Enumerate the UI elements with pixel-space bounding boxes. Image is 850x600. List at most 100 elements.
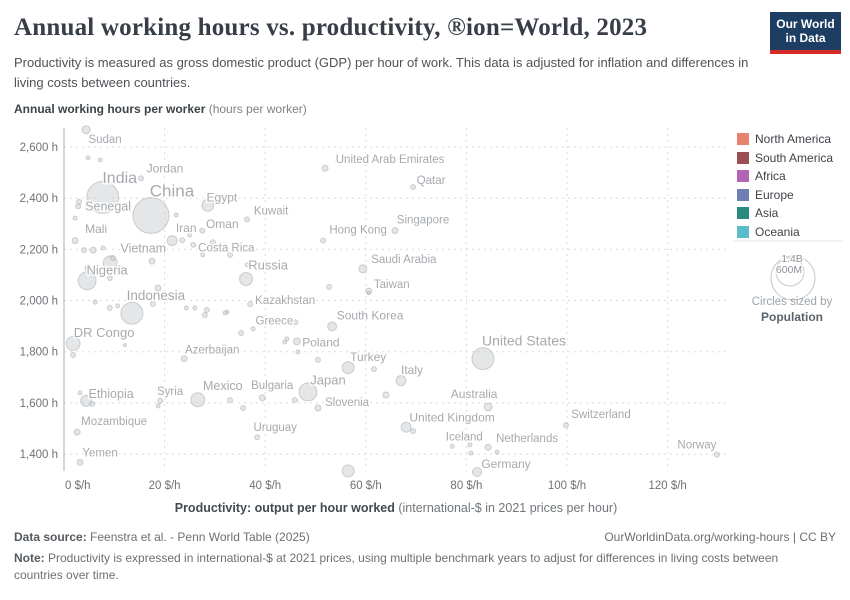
bubble-germany[interactable] <box>472 467 482 477</box>
owid-link[interactable]: OurWorldinData.org/working-hours | CC BY <box>604 530 836 544</box>
owid-logo[interactable]: Our World in Data <box>770 12 841 54</box>
bubble[interactable] <box>326 284 333 290</box>
bubble-hong-kong[interactable] <box>320 237 327 244</box>
bubble-mali[interactable] <box>71 237 79 245</box>
bubble[interactable] <box>150 300 156 307</box>
bubble-saudi-arabia[interactable] <box>358 264 368 274</box>
bubble[interactable] <box>70 352 77 358</box>
bubble-jordan[interactable] <box>138 175 144 182</box>
bubble[interactable] <box>366 291 371 296</box>
bubble[interactable] <box>192 305 198 311</box>
bubble-greece[interactable] <box>292 319 299 326</box>
bubble-india[interactable] <box>86 180 120 214</box>
bubble[interactable] <box>203 307 210 313</box>
bubble[interactable] <box>106 304 113 311</box>
bubble[interactable] <box>315 356 321 363</box>
bubble[interactable] <box>227 397 233 404</box>
bubble[interactable] <box>81 247 88 254</box>
bubble[interactable] <box>370 366 377 373</box>
legend-item-europe[interactable]: Europe <box>737 186 847 205</box>
bubble-yemen[interactable] <box>76 458 84 466</box>
bubble-uruguay[interactable] <box>254 434 261 441</box>
bubble[interactable] <box>173 212 179 218</box>
bubble-japan[interactable] <box>298 382 318 402</box>
bubble[interactable] <box>494 449 500 455</box>
bubble-kazakhstan[interactable] <box>247 301 254 308</box>
bubble[interactable] <box>295 349 301 355</box>
bubble-switzerland[interactable] <box>563 422 569 429</box>
bubble[interactable] <box>154 284 162 292</box>
bubble-united-kingdom[interactable] <box>400 421 412 433</box>
bubble[interactable] <box>115 303 121 309</box>
bubble[interactable] <box>201 312 208 319</box>
bubble-norway[interactable] <box>713 451 720 458</box>
bubble[interactable] <box>155 247 161 253</box>
bubble[interactable] <box>468 450 474 456</box>
bubble[interactable] <box>284 336 290 342</box>
bubble[interactable] <box>341 464 355 478</box>
bubble[interactable] <box>179 237 186 244</box>
bubble[interactable] <box>291 397 298 404</box>
bubble-costa-rica[interactable] <box>190 241 197 248</box>
bubble-indonesia[interactable] <box>120 301 144 325</box>
bubble-kuwait[interactable] <box>244 216 251 223</box>
bubble[interactable] <box>117 266 126 275</box>
bubble[interactable] <box>250 326 256 332</box>
bubble[interactable] <box>187 232 193 238</box>
bubble-bulgaria[interactable] <box>258 394 266 402</box>
bubble-mozambique[interactable] <box>73 428 81 436</box>
bubble-qatar[interactable] <box>410 184 417 191</box>
bubble[interactable] <box>100 245 106 251</box>
bubble-ethiopia[interactable] <box>80 394 93 407</box>
bubble-united-arab-emirates[interactable] <box>321 164 329 172</box>
bubble[interactable] <box>382 391 390 399</box>
bubble[interactable] <box>183 305 189 311</box>
bubble[interactable] <box>122 343 127 348</box>
bubble[interactable] <box>410 428 417 435</box>
legend-item-asia[interactable]: Asia <box>737 204 847 223</box>
bubble[interactable] <box>155 403 161 409</box>
bubble-china[interactable] <box>132 197 170 234</box>
bubble[interactable] <box>148 257 156 265</box>
bubble-egypt[interactable] <box>201 198 215 212</box>
bubble-sudan[interactable] <box>81 125 91 135</box>
bubble-azerbaijan[interactable] <box>180 355 188 363</box>
bubble[interactable] <box>84 264 92 272</box>
bubble[interactable] <box>77 390 83 396</box>
legend-item-north-america[interactable]: North America <box>737 130 847 149</box>
bubble-syria[interactable] <box>157 397 164 404</box>
bubble-netherlands[interactable] <box>484 443 492 451</box>
bubble-singapore[interactable] <box>391 227 399 235</box>
bubble[interactable] <box>109 255 116 261</box>
bubble-iceland[interactable] <box>449 443 455 449</box>
bubble[interactable] <box>240 405 247 411</box>
bubble[interactable] <box>89 400 96 407</box>
legend-item-south-america[interactable]: South America <box>737 149 847 168</box>
bubble[interactable] <box>76 199 83 205</box>
bubble-south-korea[interactable] <box>327 321 338 332</box>
bubble-dr-congo[interactable] <box>65 336 81 351</box>
bubble[interactable] <box>92 299 98 305</box>
bubble-oman[interactable] <box>199 227 206 234</box>
bubble[interactable] <box>238 330 245 336</box>
bubble[interactable] <box>85 155 91 161</box>
bubble[interactable] <box>227 252 233 258</box>
bubble[interactable] <box>72 215 78 221</box>
bubble[interactable] <box>467 442 473 448</box>
bubble-mexico[interactable] <box>190 392 206 408</box>
bubble[interactable] <box>222 310 228 316</box>
bubble[interactable] <box>200 252 206 258</box>
legend-item-oceania[interactable]: Oceania <box>737 223 847 242</box>
bubble[interactable] <box>97 157 103 163</box>
bubble-italy[interactable] <box>395 375 407 387</box>
bubble[interactable] <box>209 239 216 246</box>
bubble-slovenia[interactable] <box>314 404 322 412</box>
bubble-turkey[interactable] <box>341 361 355 375</box>
bubble[interactable] <box>89 246 97 254</box>
bubble[interactable] <box>282 339 288 345</box>
bubble-russia[interactable] <box>239 272 254 286</box>
bubble-iran[interactable] <box>166 235 178 247</box>
bubble[interactable] <box>106 275 113 281</box>
bubble-australia[interactable] <box>483 402 493 412</box>
bubble-poland[interactable] <box>292 337 301 346</box>
